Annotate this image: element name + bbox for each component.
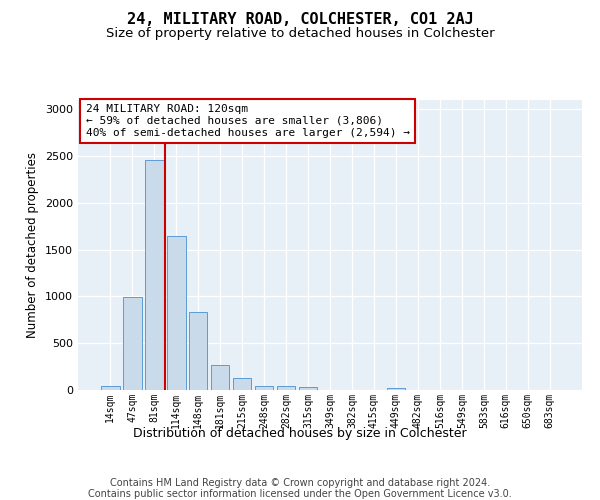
Bar (386, 388, 405, 390)
Text: Distribution of detached houses by size in Colchester: Distribution of detached houses by size … (133, 428, 467, 440)
Bar (255, 386, 274, 390)
Bar (123, 298, 142, 390)
Bar (233, 378, 251, 390)
Bar (101, 386, 119, 390)
Y-axis label: Number of detached properties: Number of detached properties (26, 152, 40, 338)
Bar (299, 387, 317, 390)
Text: Size of property relative to detached houses in Colchester: Size of property relative to detached ho… (106, 28, 494, 40)
Bar (211, 364, 229, 390)
Bar (277, 386, 295, 390)
Text: 24, MILITARY ROAD, COLCHESTER, CO1 2AJ: 24, MILITARY ROAD, COLCHESTER, CO1 2AJ (127, 12, 473, 28)
Bar (145, 160, 164, 390)
Bar (189, 312, 208, 390)
Text: 24 MILITARY ROAD: 120sqm
← 59% of detached houses are smaller (3,806)
40% of sem: 24 MILITARY ROAD: 120sqm ← 59% of detach… (86, 104, 410, 138)
Text: Contains HM Land Registry data © Crown copyright and database right 2024.
Contai: Contains HM Land Registry data © Crown c… (88, 478, 512, 499)
Bar (167, 236, 185, 390)
